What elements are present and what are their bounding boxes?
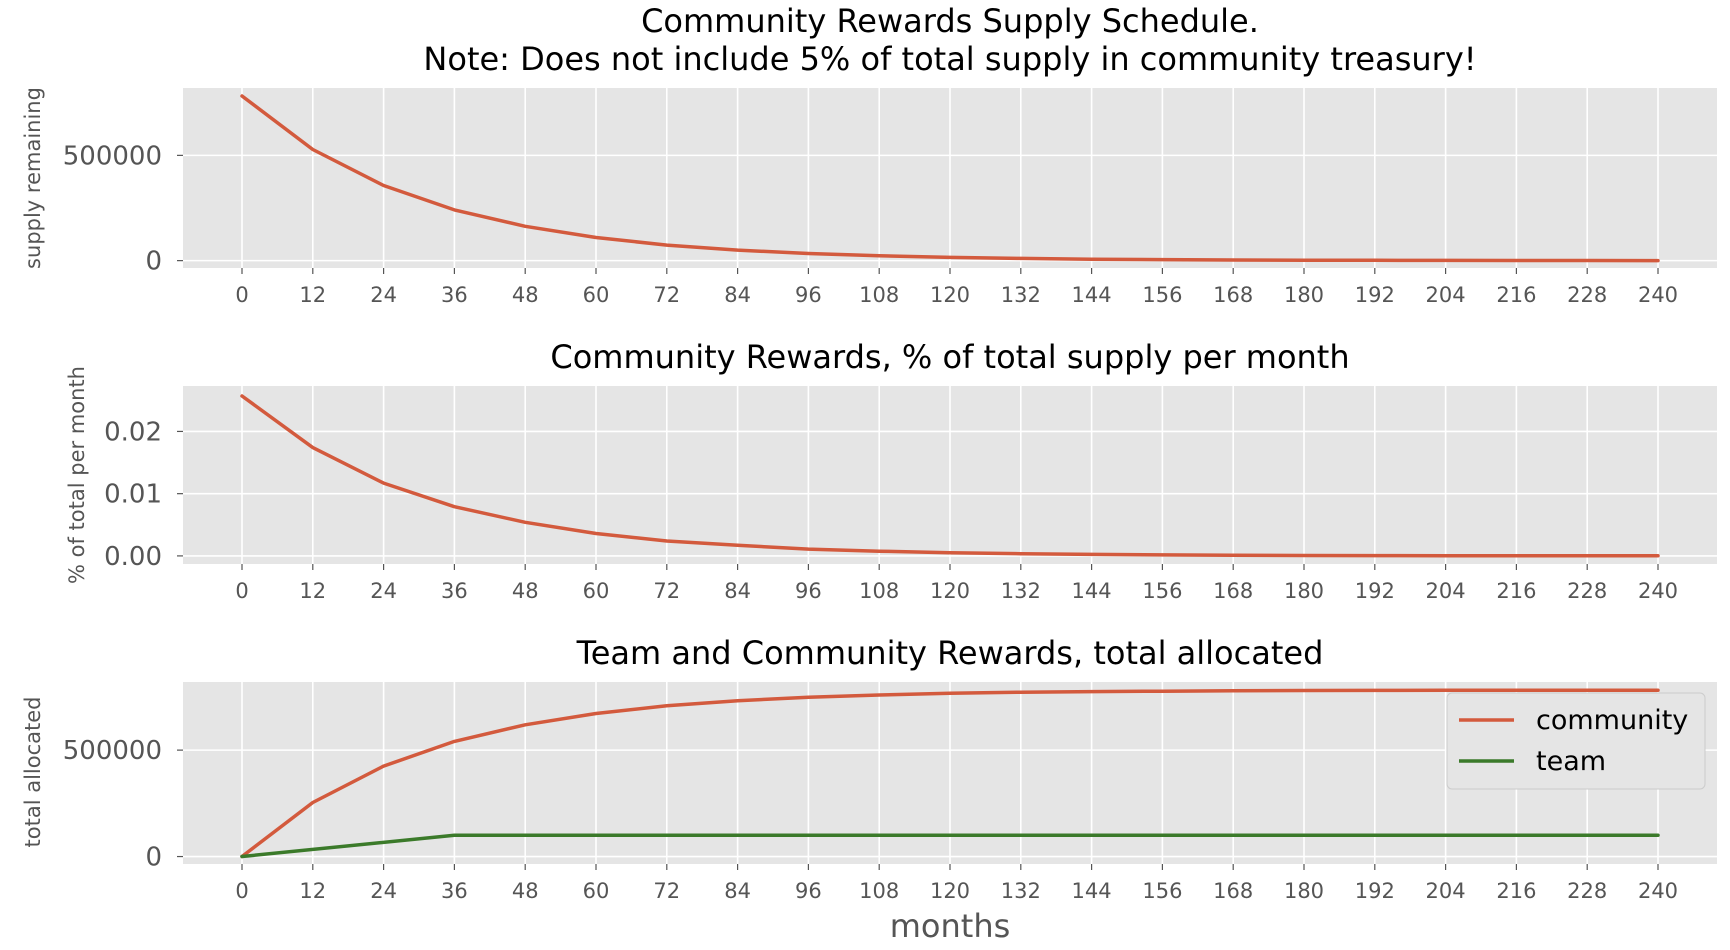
x-tick-label: 132 — [1001, 283, 1041, 307]
y-tick-label: 0 — [145, 247, 162, 277]
y-axis-label: % of total per month — [65, 366, 89, 584]
x-tick-label: 240 — [1638, 879, 1678, 903]
y-tick-labels: 0.00 0.01 0.02 — [104, 417, 162, 571]
x-tick-label: 0 — [235, 579, 248, 603]
y-axis-label: supply remaining — [21, 87, 45, 269]
x-tick-label: 156 — [1142, 283, 1182, 307]
x-tick-label: 216 — [1496, 579, 1536, 603]
x-tick-label: 228 — [1567, 283, 1607, 307]
series-line-team — [240, 833, 1660, 859]
x-axis-label: months — [890, 907, 1011, 945]
x-tick-label: 144 — [1072, 879, 1112, 903]
x-tick-label: 168 — [1213, 579, 1253, 603]
series-layer — [240, 394, 1660, 558]
x-tick-label: 216 — [1496, 283, 1536, 307]
y-tick-labels: 0 500000 — [63, 141, 162, 276]
x-tick-label: 72 — [653, 283, 680, 307]
chart-title: Team and Community Rewards, total alloca… — [576, 634, 1324, 672]
legend-label-team: team — [1536, 746, 1606, 777]
x-tick-label: 36 — [441, 879, 468, 903]
series-line-community — [240, 688, 1660, 859]
x-tick-label: 144 — [1072, 579, 1112, 603]
legend-box — [1446, 692, 1706, 790]
x-tick-label: 0 — [235, 879, 248, 903]
panel-percent-per-month: Community Rewards, % of total supply per… — [65, 338, 1717, 603]
x-tick-labels: 0 12 24 36 48 60 72 84 96 108 120 132 144 156 168 180 19… — [235, 879, 1678, 903]
x-tick-label: 24 — [370, 879, 397, 903]
x-tick-label: 228 — [1567, 579, 1607, 603]
x-tick-label: 204 — [1426, 579, 1466, 603]
x-tick-label: 48 — [512, 283, 539, 307]
x-tick-label: 204 — [1426, 283, 1466, 307]
x-tick-label: 84 — [724, 879, 751, 903]
x-tick-label: 72 — [653, 879, 680, 903]
x-tick-label: 168 — [1213, 879, 1253, 903]
y-tick-label: 500000 — [63, 141, 162, 171]
x-tick-label: 96 — [795, 579, 822, 603]
x-tick-label: 108 — [859, 283, 899, 307]
x-tick-label: 12 — [299, 579, 326, 603]
series-line-series-0 — [240, 394, 1660, 558]
y-tick-label: 0 — [145, 843, 162, 873]
x-tick-label: 108 — [859, 879, 899, 903]
x-tick-label: 132 — [1001, 579, 1041, 603]
x-tick-label: 36 — [441, 579, 468, 603]
y-tick-label: 500000 — [63, 736, 162, 766]
x-tick-label: 0 — [235, 283, 248, 307]
x-tick-label: 72 — [653, 579, 680, 603]
x-tick-label: 12 — [299, 283, 326, 307]
x-tick-label: 192 — [1355, 879, 1395, 903]
x-tick-label: 192 — [1355, 283, 1395, 307]
x-tick-label: 156 — [1142, 579, 1182, 603]
x-tick-label: 48 — [512, 879, 539, 903]
x-tick-label: 12 — [299, 879, 326, 903]
panel-total-allocated: Team and Community Rewards, total alloca… — [21, 634, 1717, 945]
x-tick-label: 120 — [930, 283, 970, 307]
x-tick-label: 84 — [724, 579, 751, 603]
x-tick-label: 144 — [1072, 283, 1112, 307]
chart-title: Community Rewards, % of total supply per… — [550, 338, 1349, 376]
chart-title: Community Rewards Supply Schedule. — [641, 2, 1259, 40]
x-tick-label: 108 — [859, 579, 899, 603]
x-tick-label: 84 — [724, 283, 751, 307]
y-tick-labels: 0 500000 — [63, 736, 162, 872]
series-layer — [240, 688, 1660, 859]
x-tick-label: 132 — [1001, 879, 1041, 903]
legend-label-community: community — [1536, 705, 1688, 736]
x-tick-labels: 0 12 24 36 48 60 72 84 96 108 120 132 144 156 168 180 19… — [235, 579, 1678, 603]
x-tick-label: 204 — [1426, 879, 1466, 903]
series-line-series-0 — [240, 94, 1660, 263]
panel-supply-remaining: Community Rewards Supply Schedule. Note:… — [21, 2, 1717, 307]
x-tick-label: 96 — [795, 879, 822, 903]
chart-subtitle: Note: Does not include 5% of total suppl… — [423, 40, 1476, 78]
y-axis-label: total allocated — [21, 697, 45, 848]
x-tick-label: 48 — [512, 579, 539, 603]
x-tick-label: 156 — [1142, 879, 1182, 903]
x-tick-label: 96 — [795, 283, 822, 307]
y-tick-label: 0.00 — [104, 542, 162, 572]
x-tick-label: 60 — [583, 283, 610, 307]
x-tick-label: 180 — [1284, 283, 1324, 307]
x-tick-label: 168 — [1213, 283, 1253, 307]
x-tick-label: 180 — [1284, 879, 1324, 903]
x-tick-label: 60 — [583, 879, 610, 903]
x-tick-label: 60 — [583, 579, 610, 603]
x-tick-label: 36 — [441, 283, 468, 307]
x-tick-label: 192 — [1355, 579, 1395, 603]
x-tick-label: 216 — [1496, 879, 1536, 903]
y-tick-label: 0.01 — [104, 480, 162, 510]
x-tick-labels: 0 12 24 36 48 60 72 84 96 108 120 132 144 156 168 180 19… — [235, 283, 1678, 307]
x-tick-label: 24 — [370, 283, 397, 307]
x-tick-label: 240 — [1638, 283, 1678, 307]
x-tick-label: 120 — [930, 879, 970, 903]
series-layer — [240, 94, 1660, 263]
y-tick-label: 0.02 — [104, 417, 162, 447]
legend: community team — [1446, 692, 1706, 790]
x-tick-label: 228 — [1567, 879, 1607, 903]
x-tick-label: 180 — [1284, 579, 1324, 603]
x-tick-label: 240 — [1638, 579, 1678, 603]
x-tick-label: 24 — [370, 579, 397, 603]
x-tick-label: 120 — [930, 579, 970, 603]
